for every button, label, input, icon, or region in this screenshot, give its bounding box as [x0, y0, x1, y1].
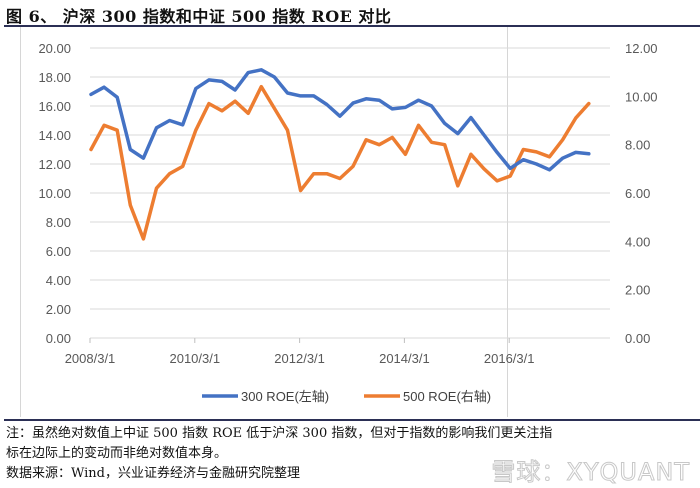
series-300-roe-line [89, 68, 591, 172]
left-axis-tick-label: 14.00 [38, 128, 71, 143]
left-axis-tick-label: 16.00 [38, 99, 71, 114]
x-axis-tick-label: 2014/3/1 [379, 351, 430, 366]
legend: 300 ROE(左轴) 500 ROE(右轴) [202, 389, 491, 404]
gridlines [90, 47, 610, 339]
right-axis-tick-label: 4.00 [625, 234, 650, 249]
right-axis-tick-label: 6.00 [625, 186, 650, 201]
left-axis-tick-label: 10.00 [38, 186, 71, 201]
footer-divider [4, 419, 700, 421]
left-axis-tick-label: 2.00 [46, 302, 71, 317]
figure-title: 图 6、 沪深 300 指数和中证 500 指数 ROE 对比 [6, 7, 392, 26]
x-axis-tick-label: 2008/3/1 [65, 351, 116, 366]
right-axis-tick-label: 10.00 [625, 89, 658, 104]
left-axis-tick-label: 0.00 [46, 331, 71, 346]
legend-label-500: 500 ROE(右轴) [403, 389, 491, 404]
x-axis-tick-label: 2010/3/1 [169, 351, 220, 366]
roe-line-chart: 0.00 2.00 4.00 6.00 8.00 10.00 12.00 14.00 16.00… [38, 41, 658, 404]
x-axis-tick-label: 2016/3/1 [484, 351, 535, 366]
left-axis-tick-label: 20.00 [38, 41, 71, 56]
watermark: 雪球：XYQUANT [491, 458, 690, 487]
left-axis-tick-label: 18.00 [38, 70, 71, 85]
note-line-1: 注：虽然绝对数值上中证 500 指数 ROE 低于沪深 300 指数，但对于指数… [6, 426, 553, 441]
left-axis-tick-label: 12.00 [38, 157, 71, 172]
right-axis-tick-label: 0.00 [625, 331, 650, 346]
left-axis-tick-label: 6.00 [46, 244, 71, 259]
series-500-roe-line [89, 84, 591, 241]
left-axis-tick-label: 8.00 [46, 215, 71, 230]
title-divider [4, 25, 700, 27]
legend-label-300: 300 ROE(左轴) [241, 389, 329, 404]
data-source: 数据来源：Wind，兴业证券经济与金融研究院整理 [6, 466, 300, 481]
x-axis-ticks: 2008/3/1 2010/3/1 2012/3/1 2014/3/1 2016/3/1 [65, 338, 535, 366]
left-axis-tick-label: 4.00 [46, 273, 71, 288]
right-axis-tick-label: 8.00 [625, 138, 650, 153]
right-axis-tick-label: 2.00 [625, 283, 650, 298]
right-axis-ticks: 0.00 2.00 4.00 6.00 8.00 10.00 12.00 [625, 41, 658, 346]
x-axis-tick-label: 2012/3/1 [274, 351, 325, 366]
left-axis-ticks: 0.00 2.00 4.00 6.00 8.00 10.00 12.00 14.00 16.00… [38, 41, 71, 346]
note-line-2: 标在边际上的变动而非绝对数值本身。 [6, 446, 228, 461]
right-axis-tick-label: 12.00 [625, 41, 658, 56]
